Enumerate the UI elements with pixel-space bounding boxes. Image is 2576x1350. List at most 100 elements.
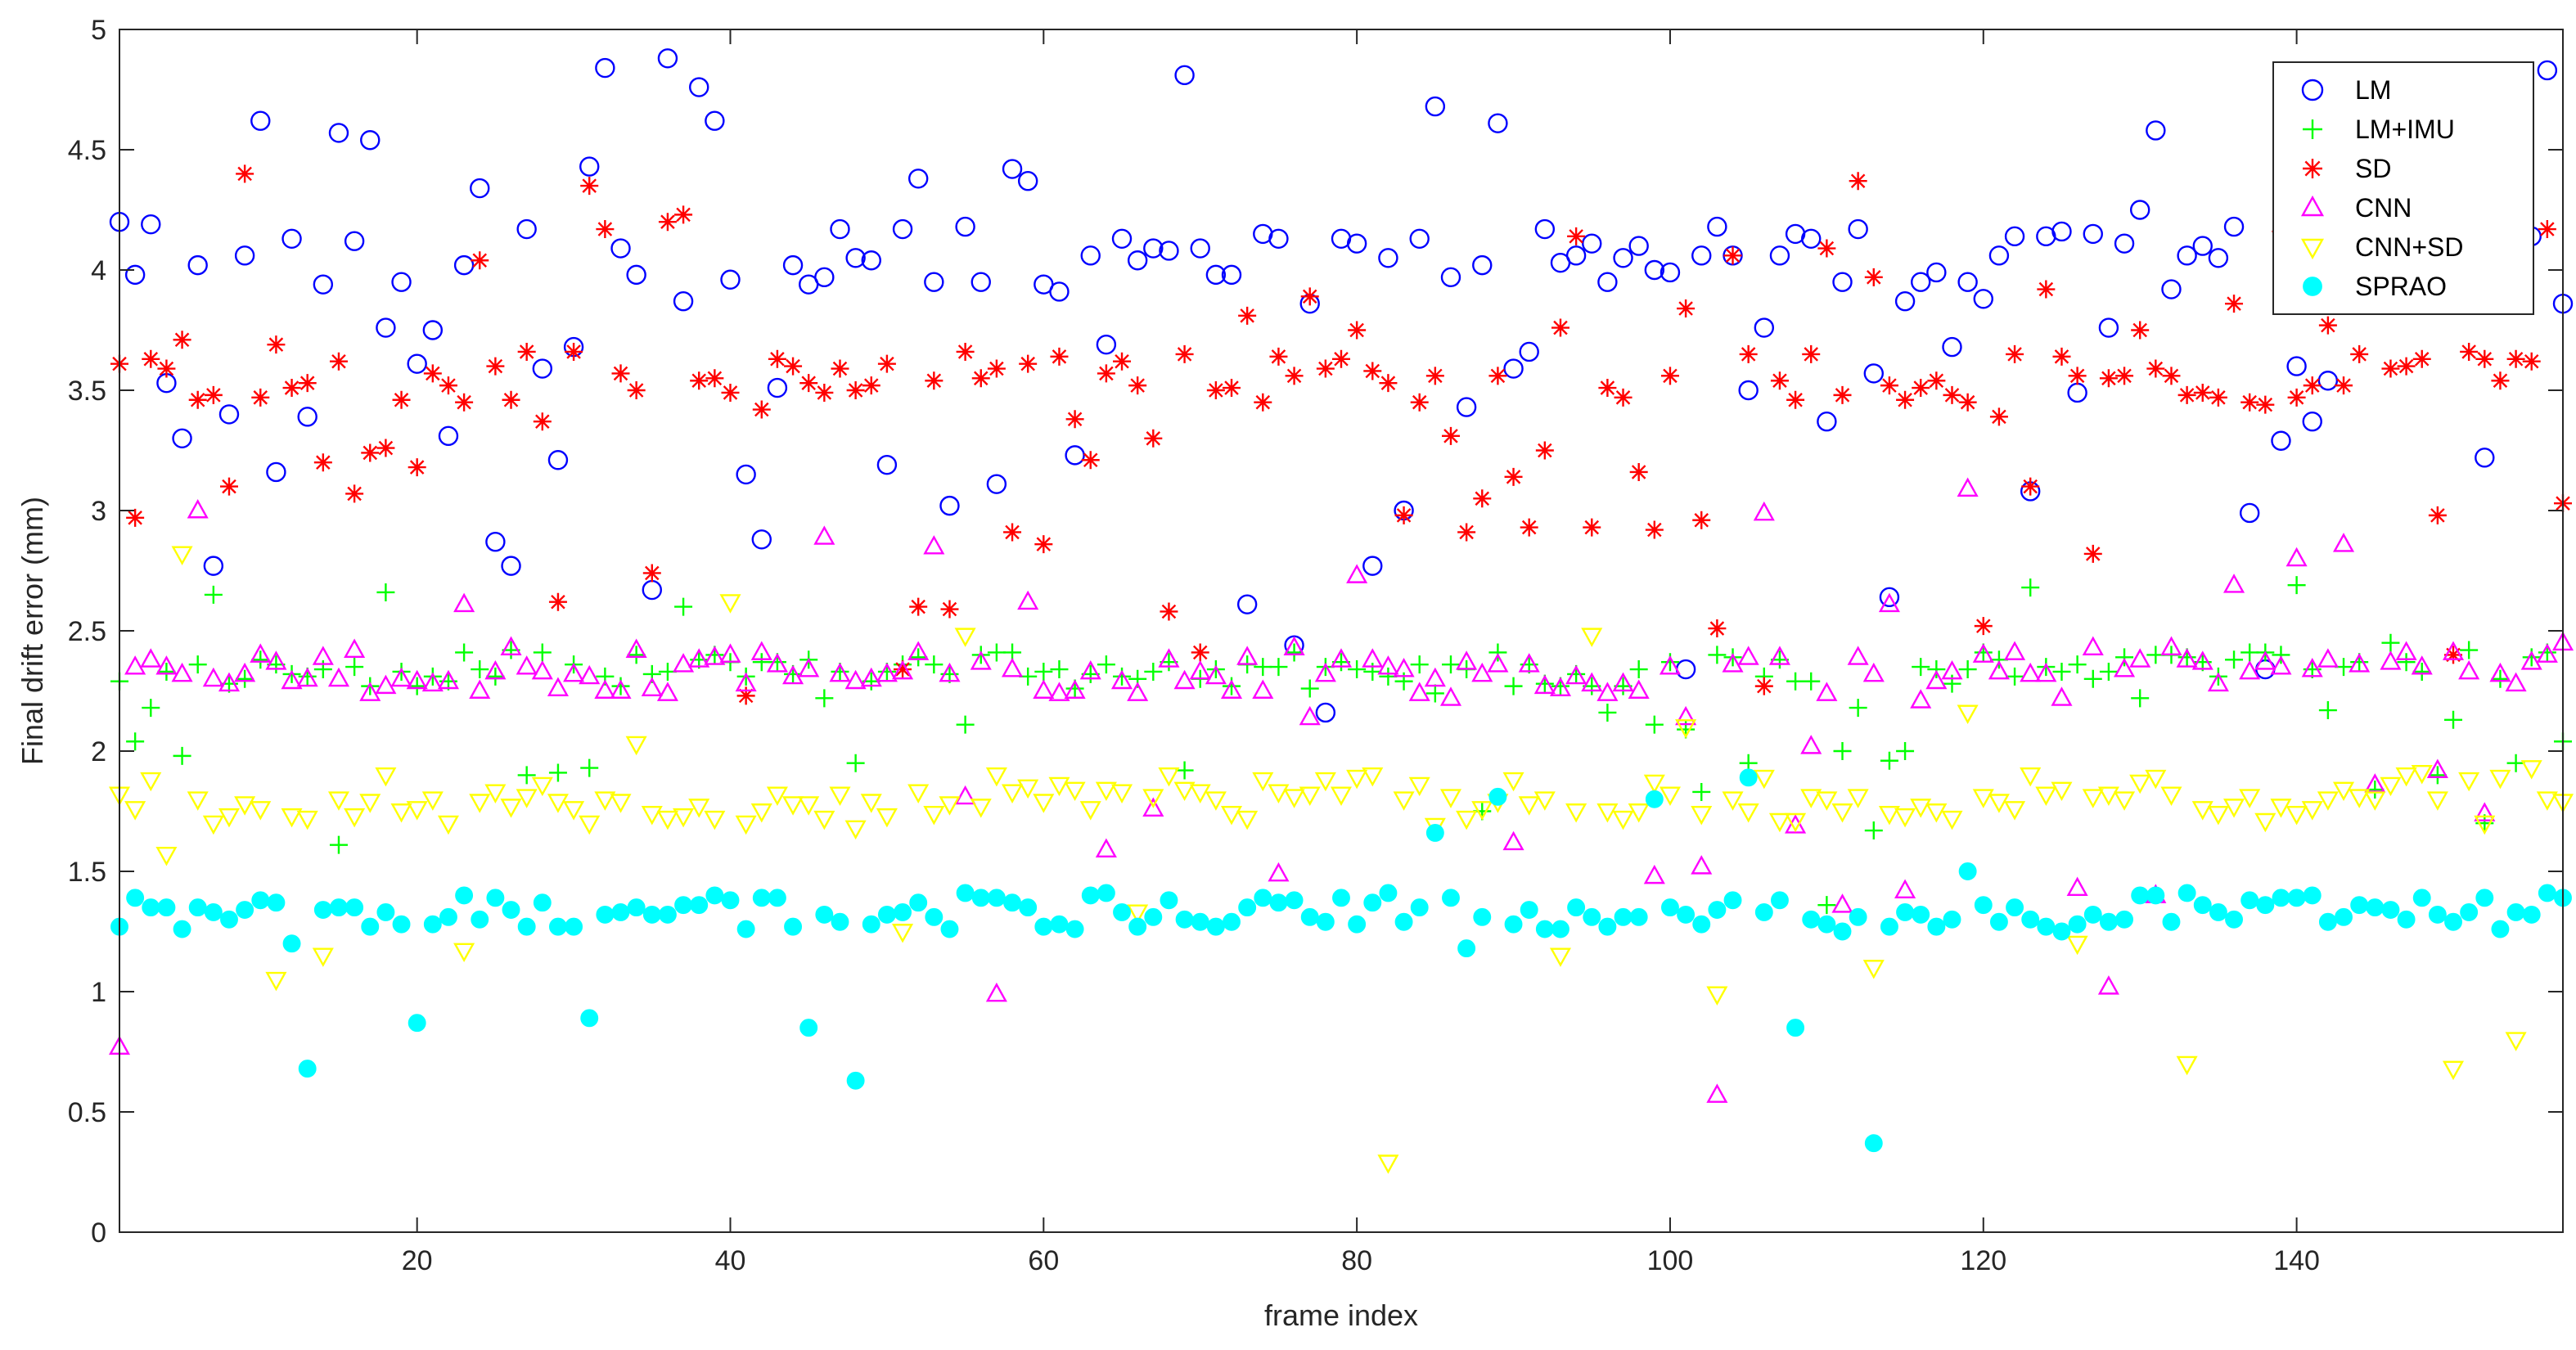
- data-point: [2536, 791, 2558, 811]
- data-point: [218, 672, 241, 692]
- data-point: [1723, 891, 1742, 910]
- data-point: [2505, 1032, 2527, 1051]
- data-point: [281, 669, 303, 690]
- data-point: [329, 352, 348, 371]
- data-point: [1817, 915, 1836, 934]
- data-point: [688, 799, 710, 818]
- data-point: [2066, 935, 2088, 956]
- data-point: [1377, 655, 1399, 675]
- data-point: [1410, 898, 1429, 917]
- data-point: [894, 660, 912, 679]
- data-point: [1236, 810, 1259, 830]
- data-point: [390, 667, 412, 687]
- data-point: [2350, 896, 2369, 915]
- data-point: [1017, 779, 1039, 799]
- data-point: [375, 674, 397, 695]
- data-point: [1739, 768, 1758, 787]
- data-point: [469, 679, 491, 699]
- series-cnn-sd: [108, 546, 2574, 1174]
- x-tick-label: 140: [2273, 1245, 2320, 1276]
- data-point: [361, 443, 380, 462]
- data-point: [596, 905, 615, 924]
- data-point: [923, 535, 945, 555]
- data-point: [392, 662, 411, 681]
- data-point: [939, 662, 961, 682]
- data-point: [845, 248, 866, 268]
- data-point: [1878, 592, 1900, 613]
- data-point: [1095, 838, 1117, 857]
- data-point: [1300, 287, 1319, 306]
- legend-marker: [2300, 238, 2325, 260]
- data-point: [187, 498, 209, 519]
- data-point: [1034, 535, 1053, 554]
- data-point: [1173, 669, 1196, 690]
- data-point: [391, 272, 412, 292]
- data-point: [2474, 815, 2496, 835]
- data-point: [1849, 699, 1867, 718]
- data-point: [2083, 223, 2103, 245]
- data-point: [157, 662, 176, 681]
- data-point: [580, 1009, 599, 1028]
- y-tick-label: 1: [91, 977, 106, 1008]
- data-point: [1612, 810, 1634, 830]
- data-point: [1831, 893, 1853, 913]
- data-point: [925, 907, 943, 926]
- data-point: [1033, 794, 1055, 813]
- data-point: [171, 546, 193, 565]
- data-point: [1001, 658, 1024, 677]
- data-point: [455, 886, 474, 905]
- data-point: [907, 169, 929, 189]
- data-point: [2099, 369, 2118, 388]
- data-point: [2460, 342, 2479, 361]
- data-point: [940, 600, 959, 619]
- data-point: [359, 794, 381, 813]
- data-point: [1801, 228, 1822, 249]
- data-point: [1988, 794, 2010, 813]
- data-point: [1629, 907, 1648, 926]
- data-point: [2068, 367, 2087, 385]
- data-point: [2301, 658, 2323, 677]
- data-point: [2522, 352, 2541, 371]
- data-point: [531, 659, 553, 680]
- data-point: [2098, 317, 2119, 338]
- data-point: [768, 349, 786, 368]
- data-point: [690, 371, 709, 390]
- data-point: [1739, 344, 1758, 363]
- data-point: [2272, 889, 2290, 907]
- data-point: [1346, 769, 1368, 790]
- data-point: [2474, 802, 2496, 821]
- data-point: [1518, 653, 1540, 673]
- data-point: [1254, 393, 1272, 412]
- data-point: [813, 810, 835, 830]
- data-point: [2176, 1055, 2198, 1076]
- data-point: [312, 646, 334, 665]
- data-point: [1314, 662, 1336, 682]
- data-point: [909, 893, 928, 912]
- data-point: [517, 342, 536, 361]
- data-point: [1220, 805, 1243, 826]
- data-point: [2332, 533, 2355, 552]
- data-point: [1425, 684, 1444, 703]
- data-point: [172, 428, 192, 448]
- data-point: [202, 815, 224, 835]
- data-point: [892, 218, 913, 240]
- legend: LM LM+IMU SD CNN CNN+SD SPRAO: [2272, 61, 2534, 315]
- data-point: [1943, 385, 1961, 404]
- data-point: [909, 648, 928, 667]
- data-point: [1160, 891, 1178, 910]
- data-point: [157, 898, 176, 917]
- data-point: [1110, 784, 1133, 804]
- data-point: [500, 636, 522, 656]
- data-point: [2020, 767, 2042, 787]
- data-point: [124, 264, 146, 286]
- data-point: [1050, 915, 1069, 934]
- data-point: [626, 264, 646, 286]
- data-point: [2209, 667, 2227, 686]
- data-point: [517, 917, 536, 936]
- data-point: [674, 896, 693, 915]
- data-point: [2035, 786, 2057, 806]
- data-point: [328, 123, 349, 143]
- data-point: [1504, 677, 1523, 695]
- data-point: [1628, 679, 1650, 699]
- data-point: [2240, 891, 2259, 910]
